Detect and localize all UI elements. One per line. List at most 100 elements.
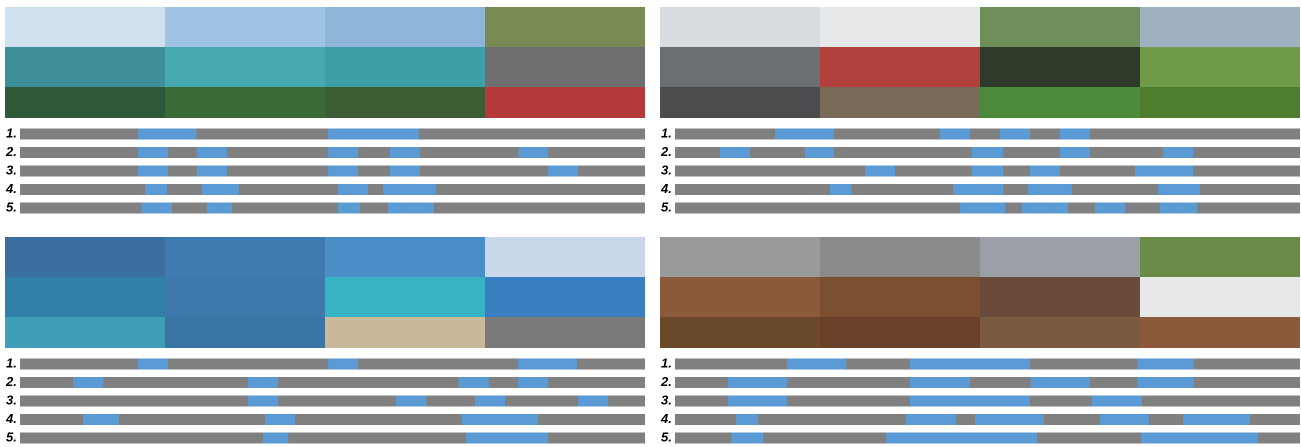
timeline-bar (20, 396, 645, 407)
photo-sky (660, 7, 820, 47)
row-label: 3. (661, 392, 672, 407)
segment (390, 166, 420, 177)
photo-ground (820, 317, 980, 348)
segment (197, 147, 227, 158)
segment (1183, 414, 1250, 425)
segment (518, 377, 548, 388)
segment (940, 129, 970, 140)
row-label: 3. (6, 392, 17, 407)
segment (138, 147, 168, 158)
photo-ground (1140, 87, 1300, 118)
segment (141, 203, 172, 214)
segment (83, 414, 119, 425)
segment (1000, 129, 1030, 140)
timeline-bar (20, 377, 645, 388)
row-label: 5. (6, 199, 17, 214)
row-label: 3. (661, 162, 672, 177)
row-label: 1. (6, 355, 17, 370)
segment (475, 396, 505, 407)
photo-ground (5, 317, 165, 348)
segment (736, 414, 758, 425)
photo-sky (165, 237, 325, 277)
segment (248, 377, 278, 388)
segment (207, 203, 232, 214)
photo-ground (660, 317, 820, 348)
photo-sky (660, 237, 820, 277)
photo-middle (485, 277, 645, 317)
segment (138, 129, 196, 140)
segment (548, 166, 578, 177)
photo-middle (5, 277, 165, 317)
segment (248, 396, 278, 407)
segment (1028, 184, 1072, 195)
photo-ground (325, 317, 485, 348)
photo-middle (325, 277, 485, 317)
segment (906, 414, 956, 425)
photo-ground (820, 87, 980, 118)
photo-sky (980, 237, 1140, 277)
segment (910, 377, 970, 388)
photo-sky (980, 7, 1140, 47)
photo-ground (165, 317, 325, 348)
segment (972, 147, 1003, 158)
segment (1030, 166, 1060, 177)
segment (138, 359, 168, 370)
segment (265, 414, 295, 425)
segment (202, 184, 239, 195)
row-label: 2. (5, 374, 17, 389)
segment (1138, 359, 1194, 370)
segment (328, 359, 358, 370)
segment (519, 147, 548, 158)
row-label: 3. (6, 162, 17, 177)
photo-sky (325, 237, 485, 277)
segment (518, 359, 577, 370)
row-label: 4. (660, 411, 672, 426)
segment (1158, 184, 1200, 195)
segment (263, 433, 288, 444)
photo-middle (820, 277, 980, 317)
timeline-bar (20, 433, 645, 444)
segment (578, 396, 608, 407)
segment (338, 203, 360, 214)
photo-middle (980, 277, 1140, 317)
segment (731, 433, 763, 444)
segment (1141, 433, 1258, 444)
row-label: 1. (661, 125, 672, 140)
segment (390, 147, 420, 158)
segment (138, 166, 168, 177)
row-label: 5. (6, 429, 17, 444)
row-label: 2. (660, 374, 672, 389)
row-label: 5. (661, 199, 672, 214)
timeline-bar (20, 203, 645, 214)
segment (728, 396, 787, 407)
segment (328, 129, 419, 140)
segment (396, 396, 426, 407)
segment (1060, 129, 1090, 140)
photo-sky (820, 237, 980, 277)
segment (1100, 414, 1149, 425)
segment (910, 396, 1030, 407)
segment (328, 166, 358, 177)
segment (805, 147, 834, 158)
segment (1022, 203, 1068, 214)
photo-middle (485, 47, 645, 87)
segment (197, 166, 227, 177)
segment (1138, 377, 1194, 388)
photo-sky (485, 237, 645, 277)
timeline-bar (675, 129, 1300, 140)
row-label: 4. (660, 181, 672, 196)
figure: 1.2.3.4.5.1.2.3.4.5.1.2.3.4.5.1.2.3.4.5. (0, 0, 1301, 447)
segment (383, 184, 436, 195)
photo-sky (325, 7, 485, 47)
segment (910, 359, 1030, 370)
segment (1031, 377, 1090, 388)
photo-sky (820, 7, 980, 47)
segment (1160, 203, 1197, 214)
row-label: 1. (6, 125, 17, 140)
segment (1060, 147, 1090, 158)
photo-sky (1140, 237, 1300, 277)
photo-middle (165, 277, 325, 317)
segment (787, 359, 846, 370)
segment (466, 433, 548, 444)
segment (1135, 166, 1193, 177)
